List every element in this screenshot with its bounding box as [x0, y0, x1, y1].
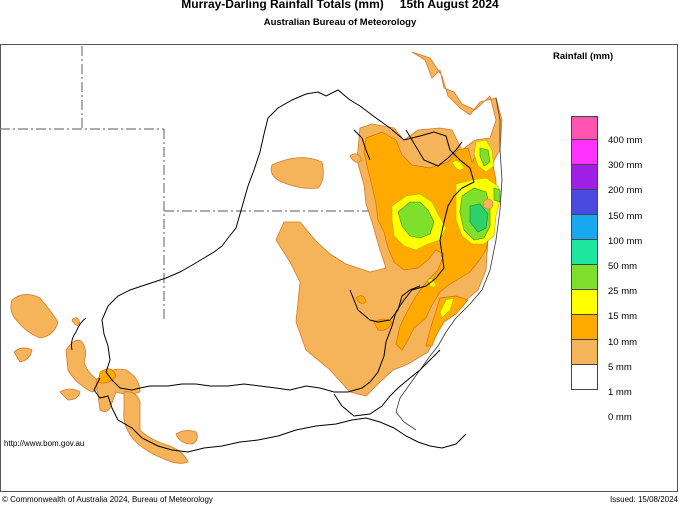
legend-swatch	[571, 340, 598, 365]
legend-label: 10 mm	[608, 336, 638, 348]
legend-swatch	[571, 265, 598, 290]
map-title: Murray-Darling Rainfall Totals (mm) 15th …	[0, 0, 680, 11]
title-text: Murray-Darling Rainfall Totals (mm)	[181, 0, 384, 11]
legend-swatch	[571, 240, 598, 265]
legend-label: 400 mm	[608, 135, 643, 146]
legend-swatch	[571, 165, 598, 190]
legend-label: 1 mm	[608, 387, 632, 398]
legend-swatch	[571, 365, 598, 390]
rain-core-spot	[482, 198, 494, 210]
legend-label: 200 mm	[608, 185, 643, 197]
issued-date: Issued: 15/08/2024	[609, 495, 678, 504]
legend-label: 300 mm	[608, 160, 643, 172]
legend-label: 25 mm	[608, 286, 638, 298]
legend-swatch	[571, 116, 598, 140]
source-url: http://www.bom.gov.au	[4, 439, 85, 448]
rain-25mm	[469, 203, 489, 233]
legend-swatch	[571, 215, 598, 240]
legend-swatch	[571, 290, 598, 315]
legend-label: 100 mm	[608, 235, 643, 247]
map-subtitle: Australian Bureau of Meteorology	[263, 17, 417, 28]
legend-label: 150 mm	[608, 210, 643, 222]
legend-label: 15 mm	[608, 311, 638, 323]
legend-swatch	[571, 190, 598, 215]
legend-swatch	[571, 315, 598, 340]
legend-label: 5 mm	[608, 361, 632, 373]
title-date: 15th August 2024	[399, 0, 499, 11]
legend-swatches	[571, 116, 599, 390]
legend-label: 50 mm	[608, 261, 638, 272]
basin-outline	[71, 89, 475, 453]
legend-label: 0 mm	[608, 412, 632, 424]
legend-swatch	[571, 140, 598, 165]
legend-title: Rainfall (mm)	[553, 51, 614, 62]
copyright-text: © Commonwealth of Australia 2024, Bureau…	[2, 495, 213, 504]
coastline	[395, 97, 503, 431]
